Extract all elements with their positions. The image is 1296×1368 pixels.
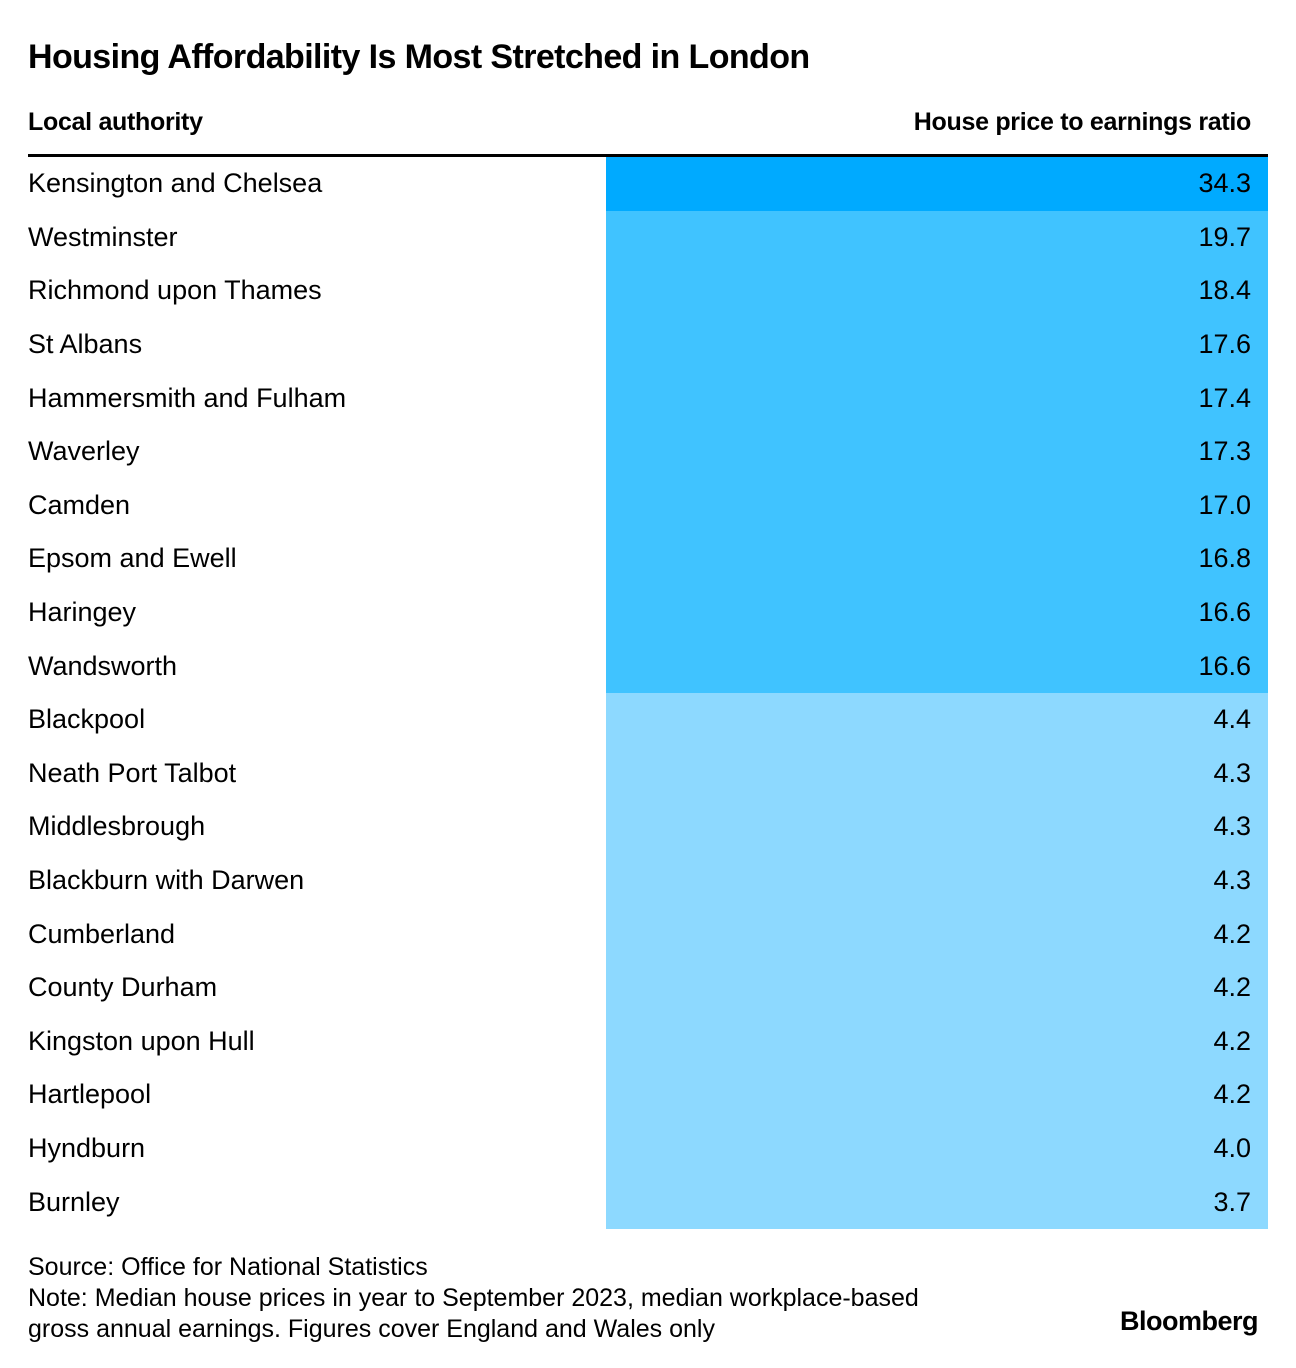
- source-note: Source: Office for National Statistics: [28, 1253, 428, 1281]
- table-body: Kensington and Chelsea 34.3 Westminster 19.…: [28, 157, 1268, 1229]
- table-row: Hammersmith and Fulham 17.4: [28, 371, 1268, 425]
- ratio-cell: 17.3: [606, 424, 1268, 479]
- local-authority-name: Middlesbrough: [28, 811, 206, 842]
- ratio-cell: 4.0: [606, 1121, 1268, 1176]
- ratio-value: 17.6: [1198, 329, 1251, 360]
- table-row: Westminster 19.7: [28, 210, 1268, 265]
- ratio-value: 4.4: [1213, 704, 1251, 735]
- local-authority-name: County Durham: [28, 972, 218, 1003]
- local-authority-name: Waverley: [28, 436, 140, 467]
- column-header-local-authority: Local authority: [28, 108, 203, 136]
- ratio-cell: 16.6: [606, 639, 1268, 693]
- ratio-value: 4.3: [1213, 865, 1251, 896]
- table-row: St Albans 17.6: [28, 317, 1268, 372]
- ratio-cell: 17.6: [606, 317, 1268, 372]
- local-authority-name: Kingston upon Hull: [28, 1025, 255, 1056]
- table-row: Camden 17.0: [28, 478, 1268, 533]
- ratio-value: 17.4: [1198, 382, 1251, 413]
- footer: Source: Office for National Statistics N…: [28, 1252, 919, 1345]
- ratio-value: 16.6: [1198, 650, 1251, 681]
- ratio-cell: 4.2: [606, 960, 1268, 1015]
- local-authority-name: Wandsworth: [28, 650, 178, 681]
- ratio-cell: 19.7: [606, 210, 1268, 265]
- ratio-cell: 4.2: [606, 907, 1268, 961]
- ratio-value: 4.2: [1213, 972, 1251, 1003]
- ratio-value: 4.0: [1213, 1132, 1251, 1163]
- header-divider: [28, 154, 1268, 157]
- local-authority-name: Blackburn with Darwen: [28, 865, 305, 896]
- table-row: County Durham 4.2: [28, 960, 1268, 1015]
- ratio-cell: 34.3: [606, 157, 1268, 211]
- ratio-value: 17.0: [1198, 489, 1251, 520]
- ratio-value: 4.2: [1213, 918, 1251, 949]
- local-authority-name: Hartlepool: [28, 1079, 152, 1110]
- local-authority-name: Neath Port Talbot: [28, 757, 237, 788]
- ratio-value: 16.8: [1198, 543, 1251, 574]
- ratio-value: 4.3: [1213, 811, 1251, 842]
- local-authority-name: Kensington and Chelsea: [28, 168, 323, 199]
- ratio-cell: 16.8: [606, 532, 1268, 586]
- table-row: Epsom and Ewell 16.8: [28, 532, 1268, 586]
- table-row: Wandsworth 16.6: [28, 639, 1268, 693]
- table-row: Cumberland 4.2: [28, 907, 1268, 961]
- ratio-value: 4.3: [1213, 757, 1251, 788]
- ratio-cell: 18.4: [606, 264, 1268, 318]
- ratio-cell: 17.0: [606, 478, 1268, 533]
- table-row: Kingston upon Hull 4.2: [28, 1014, 1268, 1069]
- table-row: Middlesbrough 4.3: [28, 800, 1268, 854]
- ratio-cell: 16.6: [606, 585, 1268, 640]
- ratio-cell: 4.3: [606, 746, 1268, 801]
- ratio-cell: 17.4: [606, 371, 1268, 425]
- note-line-2: gross annual earnings. Figures cover Eng…: [28, 1315, 715, 1343]
- table-row: Kensington and Chelsea 34.3: [28, 157, 1268, 211]
- ratio-cell: 4.2: [606, 1068, 1268, 1122]
- local-authority-name: Haringey: [28, 597, 137, 628]
- table-row: Blackpool 4.4: [28, 692, 1268, 747]
- local-authority-name: Burnley: [28, 1186, 120, 1217]
- local-authority-name: St Albans: [28, 329, 143, 360]
- table-row: Waverley 17.3: [28, 424, 1268, 479]
- ratio-cell: 4.2: [606, 1014, 1268, 1069]
- ratio-value: 3.7: [1213, 1186, 1251, 1217]
- chart-title: Housing Affordability Is Most Stretched …: [28, 38, 810, 76]
- local-authority-name: Richmond upon Thames: [28, 275, 322, 306]
- ratio-value: 18.4: [1198, 275, 1251, 306]
- local-authority-name: Cumberland: [28, 918, 176, 949]
- ratio-value: 16.6: [1198, 597, 1251, 628]
- ratio-value: 34.3: [1198, 168, 1251, 199]
- bloomberg-logo: Bloomberg: [1119, 1306, 1259, 1336]
- table-row: Hartlepool 4.2: [28, 1068, 1268, 1122]
- note-line-1: Note: Median house prices in year to Sep…: [28, 1284, 919, 1312]
- local-authority-name: Camden: [28, 489, 131, 520]
- local-authority-name: Hyndburn: [28, 1132, 146, 1163]
- table-row: Neath Port Talbot 4.3: [28, 746, 1268, 801]
- local-authority-name: Blackpool: [28, 704, 146, 735]
- column-header-ratio: House price to earnings ratio: [913, 108, 1252, 136]
- table-row: Richmond upon Thames 18.4: [28, 264, 1268, 318]
- ratio-cell: 4.3: [606, 800, 1268, 854]
- table-row: Burnley 3.7: [28, 1175, 1268, 1229]
- ratio-value: 4.2: [1213, 1079, 1251, 1110]
- ratio-cell: 4.3: [606, 853, 1268, 908]
- ratio-value: 17.3: [1198, 436, 1251, 467]
- ratio-cell: 4.4: [606, 692, 1268, 747]
- table-row: Hyndburn 4.0: [28, 1121, 1268, 1176]
- ratio-value: 4.2: [1213, 1025, 1251, 1056]
- ratio-cell: 3.7: [606, 1175, 1268, 1229]
- ratio-value: 19.7: [1198, 221, 1251, 252]
- table-row: Haringey 16.6: [28, 585, 1268, 640]
- table-row: Blackburn with Darwen 4.3: [28, 853, 1268, 908]
- local-authority-name: Westminster: [28, 221, 178, 252]
- local-authority-name: Hammersmith and Fulham: [28, 382, 347, 413]
- local-authority-name: Epsom and Ewell: [28, 543, 237, 574]
